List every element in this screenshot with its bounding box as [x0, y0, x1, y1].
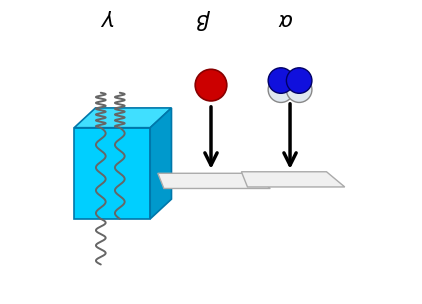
Text: α: α [278, 9, 293, 29]
Circle shape [287, 68, 312, 93]
Polygon shape [74, 108, 171, 128]
Circle shape [268, 77, 294, 102]
Circle shape [268, 68, 294, 93]
Polygon shape [74, 128, 150, 219]
Polygon shape [150, 108, 171, 219]
Circle shape [195, 69, 227, 101]
Polygon shape [158, 173, 270, 188]
Circle shape [287, 77, 312, 102]
Text: β: β [196, 9, 211, 29]
Polygon shape [241, 172, 345, 187]
Text: γ: γ [100, 9, 113, 29]
